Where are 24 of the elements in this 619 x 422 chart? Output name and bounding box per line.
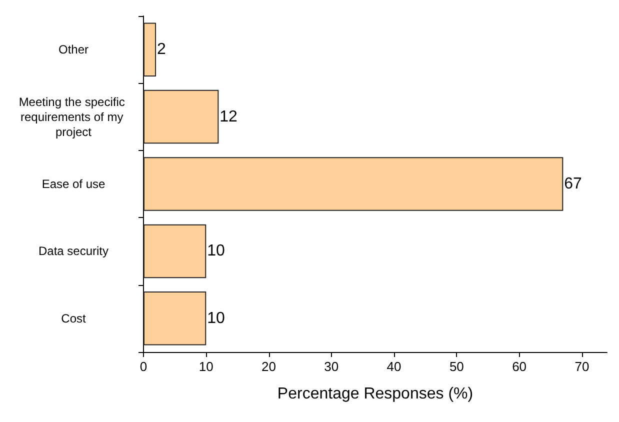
- data-label: 2: [157, 41, 166, 58]
- y-tick-label: Data security: [38, 244, 109, 258]
- y-tick-label: Ease of use: [42, 177, 106, 191]
- x-tick-label: 40: [386, 359, 402, 374]
- y-tick-label: Other: [58, 42, 89, 57]
- x-tick-label: 10: [198, 359, 214, 374]
- y-tick-label: Cost: [61, 311, 86, 326]
- x-tick-label: 20: [262, 359, 276, 374]
- bar: [144, 90, 219, 144]
- x-tick-label: 60: [512, 359, 527, 374]
- data-label: 10: [207, 242, 226, 260]
- x-tick-label: 70: [574, 359, 590, 374]
- bar: [144, 224, 206, 278]
- y-tick-label: Meeting the specific requirements of my project: [18, 94, 128, 139]
- data-label: 10: [207, 310, 226, 327]
- x-tick-label: 50: [449, 359, 464, 374]
- data-label: 67: [564, 176, 582, 192]
- x-axis-title: Percentage Responses (%): [277, 386, 474, 402]
- bar: [144, 22, 156, 76]
- x-tick-label: 30: [324, 359, 339, 374]
- bar: [144, 157, 564, 211]
- x-tick-label: 0: [140, 359, 148, 374]
- data-label: 12: [220, 108, 238, 126]
- bar: [144, 292, 206, 346]
